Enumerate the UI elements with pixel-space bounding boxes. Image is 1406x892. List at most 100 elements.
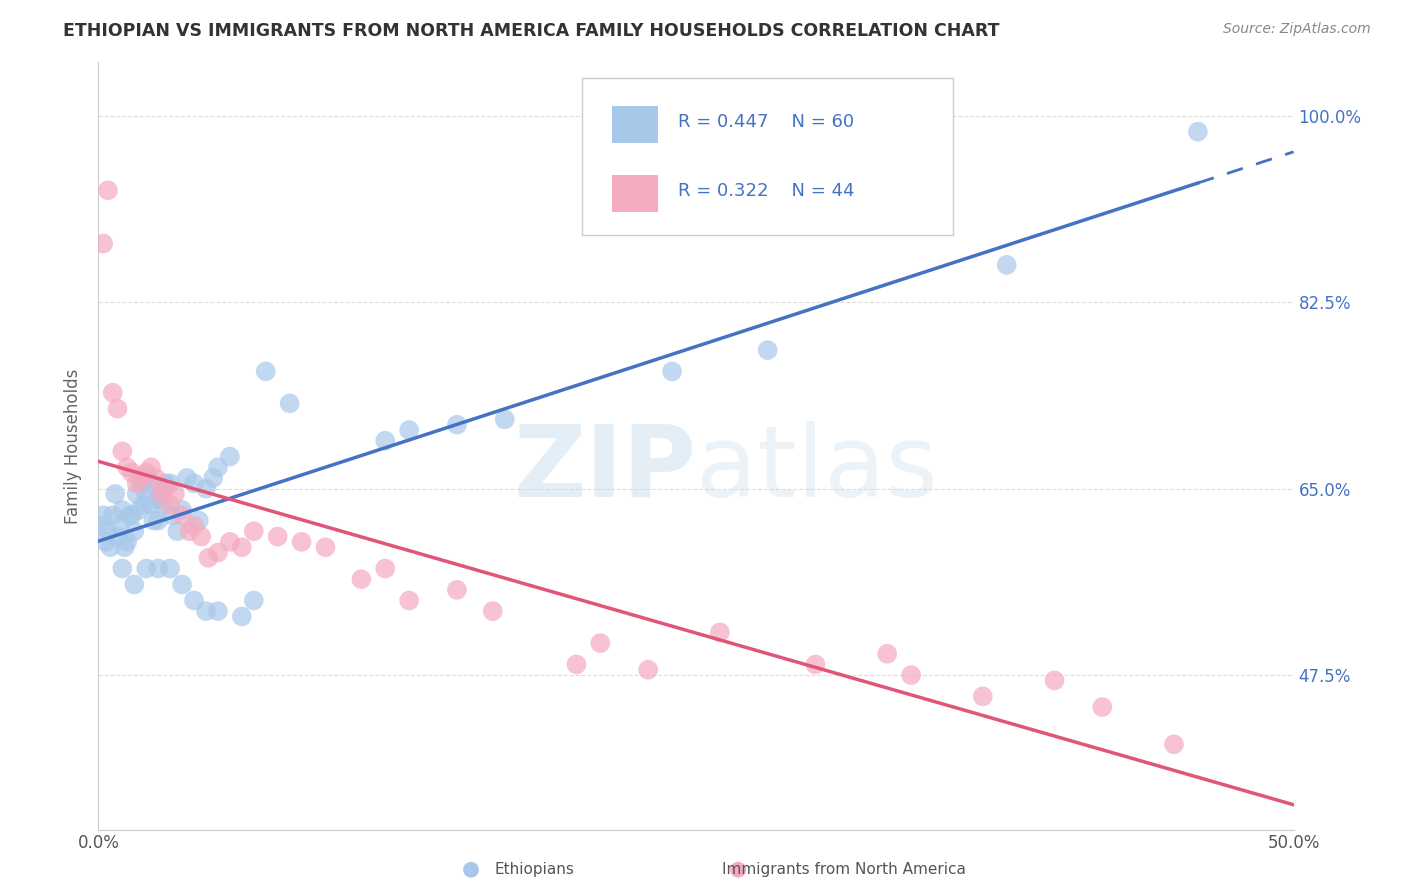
Point — [125, 487, 148, 501]
Point — [183, 476, 205, 491]
Point — [446, 417, 468, 432]
Point — [108, 519, 131, 533]
Point — [1043, 673, 1066, 688]
Point — [374, 561, 396, 575]
Point — [124, 524, 146, 539]
Point — [172, 577, 194, 591]
Point — [128, 503, 150, 517]
Point — [139, 498, 162, 512]
Point — [481, 604, 505, 618]
Point — [159, 476, 181, 491]
Point — [142, 514, 165, 528]
Point — [138, 471, 160, 485]
Point — [374, 434, 396, 448]
Point — [460, 863, 482, 877]
Point — [97, 524, 120, 539]
Y-axis label: Family Households: Family Households — [65, 368, 83, 524]
Point — [90, 519, 112, 533]
Point — [111, 503, 134, 517]
Text: R = 0.322    N = 44: R = 0.322 N = 44 — [678, 182, 855, 201]
Point — [207, 460, 229, 475]
Point — [565, 657, 588, 672]
Point — [172, 508, 194, 523]
Point — [187, 514, 209, 528]
Point — [135, 487, 157, 501]
Point — [135, 466, 157, 480]
Point — [231, 609, 253, 624]
Point — [176, 471, 198, 485]
Point — [267, 530, 290, 544]
Text: Immigrants from North America: Immigrants from North America — [721, 863, 966, 877]
Point — [398, 593, 420, 607]
Point — [243, 524, 266, 539]
Point — [661, 364, 683, 378]
Point — [231, 540, 253, 554]
Point — [219, 450, 242, 464]
Point — [179, 524, 201, 539]
Point — [152, 498, 174, 512]
Point — [91, 508, 114, 523]
Point — [111, 444, 134, 458]
Point — [195, 604, 218, 618]
Point — [145, 482, 167, 496]
Point — [148, 561, 170, 575]
Point — [972, 690, 994, 704]
FancyBboxPatch shape — [613, 175, 658, 212]
Point — [183, 519, 205, 533]
Point — [114, 540, 136, 554]
Point — [139, 460, 162, 475]
Point — [494, 412, 516, 426]
Point — [876, 647, 898, 661]
Point — [132, 498, 155, 512]
Point — [195, 482, 218, 496]
Point — [804, 657, 827, 672]
Point — [254, 364, 277, 378]
Text: Ethiopians: Ethiopians — [495, 863, 574, 877]
Point — [291, 534, 314, 549]
Point — [446, 582, 468, 597]
Point — [202, 471, 225, 485]
Point — [163, 487, 186, 501]
Text: atlas: atlas — [696, 420, 938, 517]
Point — [149, 492, 172, 507]
Text: Source: ZipAtlas.com: Source: ZipAtlas.com — [1223, 22, 1371, 37]
Point — [121, 508, 143, 523]
Point — [148, 514, 170, 528]
Point — [398, 423, 420, 437]
Point — [107, 401, 129, 416]
Point — [91, 236, 114, 251]
Point — [104, 487, 127, 501]
Point — [589, 636, 612, 650]
Point — [278, 396, 301, 410]
FancyBboxPatch shape — [613, 106, 658, 143]
Point — [709, 625, 731, 640]
Text: ETHIOPIAN VS IMMIGRANTS FROM NORTH AMERICA FAMILY HOUSEHOLDS CORRELATION CHART: ETHIOPIAN VS IMMIGRANTS FROM NORTH AMERI… — [63, 22, 1000, 40]
Point — [131, 471, 153, 485]
Point — [155, 482, 177, 496]
Point — [115, 460, 138, 475]
Point — [111, 561, 134, 575]
FancyBboxPatch shape — [582, 78, 953, 235]
Point — [190, 530, 212, 544]
Text: ZIP: ZIP — [513, 420, 696, 517]
Point — [101, 508, 124, 523]
Point — [131, 476, 153, 491]
Point — [135, 561, 157, 575]
Point — [995, 258, 1018, 272]
Point — [900, 668, 922, 682]
Point — [727, 863, 749, 877]
Point — [166, 524, 188, 539]
Point — [162, 508, 184, 523]
Point — [149, 487, 172, 501]
Point — [207, 545, 229, 559]
Point — [1187, 125, 1209, 139]
Point — [159, 561, 181, 575]
Point — [243, 593, 266, 607]
Point — [159, 498, 181, 512]
Point — [756, 343, 779, 358]
Point — [155, 476, 177, 491]
Point — [637, 663, 659, 677]
Point — [115, 534, 138, 549]
Point — [118, 508, 141, 523]
Point — [97, 183, 120, 197]
